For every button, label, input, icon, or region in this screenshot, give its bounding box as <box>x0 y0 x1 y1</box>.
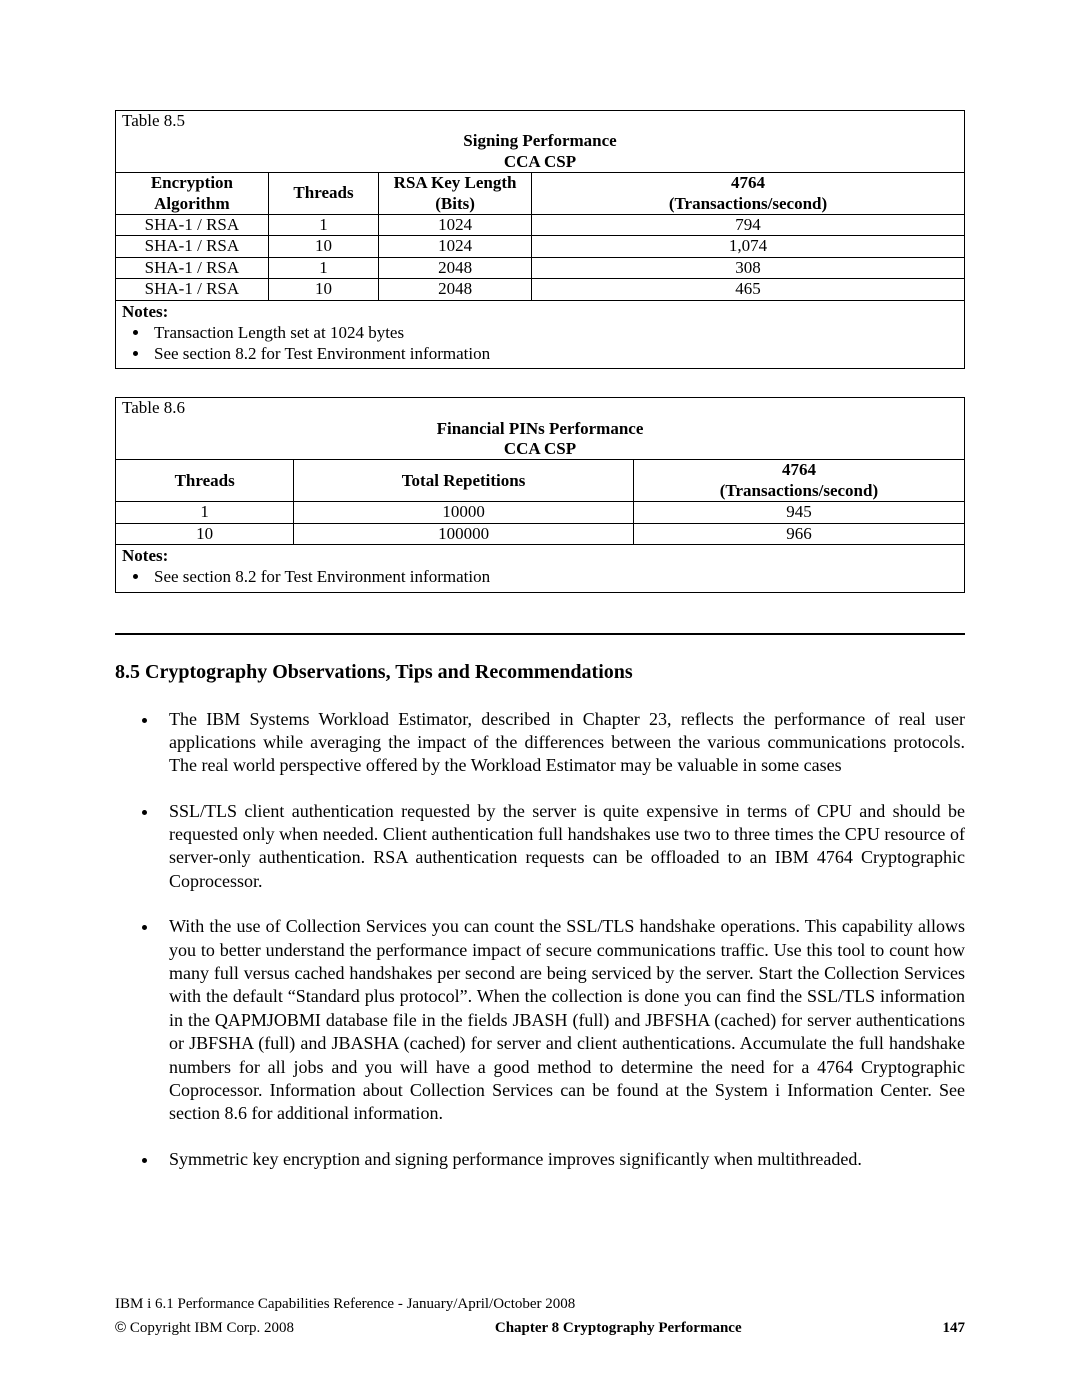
bullet-item: With the use of Collection Services you … <box>159 915 965 1126</box>
table-cell: 945 <box>633 502 964 523</box>
table-8-6-title-line1: Financial PINs Performance <box>437 419 644 438</box>
section-heading: 8.5 Cryptography Observations, Tips and … <box>115 661 965 684</box>
table-cell: 1024 <box>379 214 532 235</box>
table-8-5-title-line1: Signing Performance <box>463 131 616 150</box>
table-cell: 10 <box>116 523 294 544</box>
th-rsa-key-length: RSA Key Length(Bits) <box>379 173 532 215</box>
th-threads-2: Threads <box>116 460 294 502</box>
table-8-5-title-line2: CCA CSP <box>504 152 576 171</box>
table-8-6-label: Table 8.6 <box>116 398 965 419</box>
horizontal-rule <box>115 633 965 635</box>
th-encryption-algorithm: EncryptionAlgorithm <box>116 173 269 215</box>
footer-chapter: Chapter 8 Cryptography Performance <box>495 1320 742 1337</box>
table-cell: SHA-1 / RSA <box>116 279 269 300</box>
table-cell: 1 <box>268 257 378 278</box>
table-cell: 308 <box>531 257 964 278</box>
table-cell: 1,074 <box>531 236 964 257</box>
page-footer: IBM i 6.1 Performance Capabilities Refer… <box>115 1296 965 1337</box>
table-cell: SHA-1 / RSA <box>116 214 269 235</box>
notes-label: Notes: <box>122 301 958 322</box>
table-cell: SHA-1 / RSA <box>116 257 269 278</box>
table-row: SHA-1 / RSA1010241,074 <box>116 236 965 257</box>
th-total-repetitions: Total Repetitions <box>294 460 634 502</box>
table-8-5-notes: Notes: Transaction Length set at 1024 by… <box>115 301 965 370</box>
table-row: SHA-1 / RSA11024794 <box>116 214 965 235</box>
table-row: SHA-1 / RSA102048465 <box>116 279 965 300</box>
table-cell: 2048 <box>379 257 532 278</box>
table-8-5-body: SHA-1 / RSA11024794SHA-1 / RSA1010241,07… <box>116 214 965 300</box>
section-bullets: The IBM Systems Workload Estimator, desc… <box>115 708 965 1172</box>
table-8-5-title: Signing Performance CCA CSP <box>116 131 965 172</box>
table-cell: 2048 <box>379 279 532 300</box>
table-cell: 100000 <box>294 523 634 544</box>
table-cell: 1024 <box>379 236 532 257</box>
table-row: 10100000966 <box>116 523 965 544</box>
table-cell: 10000 <box>294 502 634 523</box>
table-cell: 465 <box>531 279 964 300</box>
bullet-item: Symmetric key encryption and signing per… <box>159 1148 965 1171</box>
table-cell: 794 <box>531 214 964 235</box>
note-item: See section 8.2 for Test Environment inf… <box>150 566 958 587</box>
table-cell: 966 <box>633 523 964 544</box>
th-4764-tps-2: 4764(Transactions/second) <box>633 460 964 502</box>
table-row: SHA-1 / RSA12048308 <box>116 257 965 278</box>
table-8-5: Table 8.5 Signing Performance CCA CSP En… <box>115 110 965 301</box>
table-8-5-label: Table 8.5 <box>116 111 965 132</box>
table-cell: 1 <box>268 214 378 235</box>
footer-copyright: © Copyright IBM Corp. 2008 <box>115 1319 294 1337</box>
bullet-item: SSL/TLS client authentication requested … <box>159 800 965 894</box>
table-8-6-title: Financial PINs Performance CCA CSP <box>116 419 965 460</box>
footer-page-number: 147 <box>942 1320 965 1337</box>
note-item: See section 8.2 for Test Environment inf… <box>150 343 958 364</box>
table-row: 110000945 <box>116 502 965 523</box>
notes-label: Notes: <box>122 545 958 566</box>
table-cell: 10 <box>268 279 378 300</box>
th-threads: Threads <box>268 173 378 215</box>
page: Table 8.5 Signing Performance CCA CSP En… <box>0 0 1080 1397</box>
table-8-6: Table 8.6 Financial PINs Performance CCA… <box>115 397 965 545</box>
table-8-6-notes: Notes: See section 8.2 for Test Environm… <box>115 545 965 593</box>
table-cell: 10 <box>268 236 378 257</box>
footer-reference: IBM i 6.1 Performance Capabilities Refer… <box>115 1296 965 1313</box>
th-4764-tps: 4764(Transactions/second) <box>531 173 964 215</box>
table-cell: 1 <box>116 502 294 523</box>
note-item: Transaction Length set at 1024 bytes <box>150 322 958 343</box>
table-8-6-title-line2: CCA CSP <box>504 439 576 458</box>
bullet-item: The IBM Systems Workload Estimator, desc… <box>159 708 965 778</box>
table-cell: SHA-1 / RSA <box>116 236 269 257</box>
table-8-6-body: 11000094510100000966 <box>116 502 965 545</box>
